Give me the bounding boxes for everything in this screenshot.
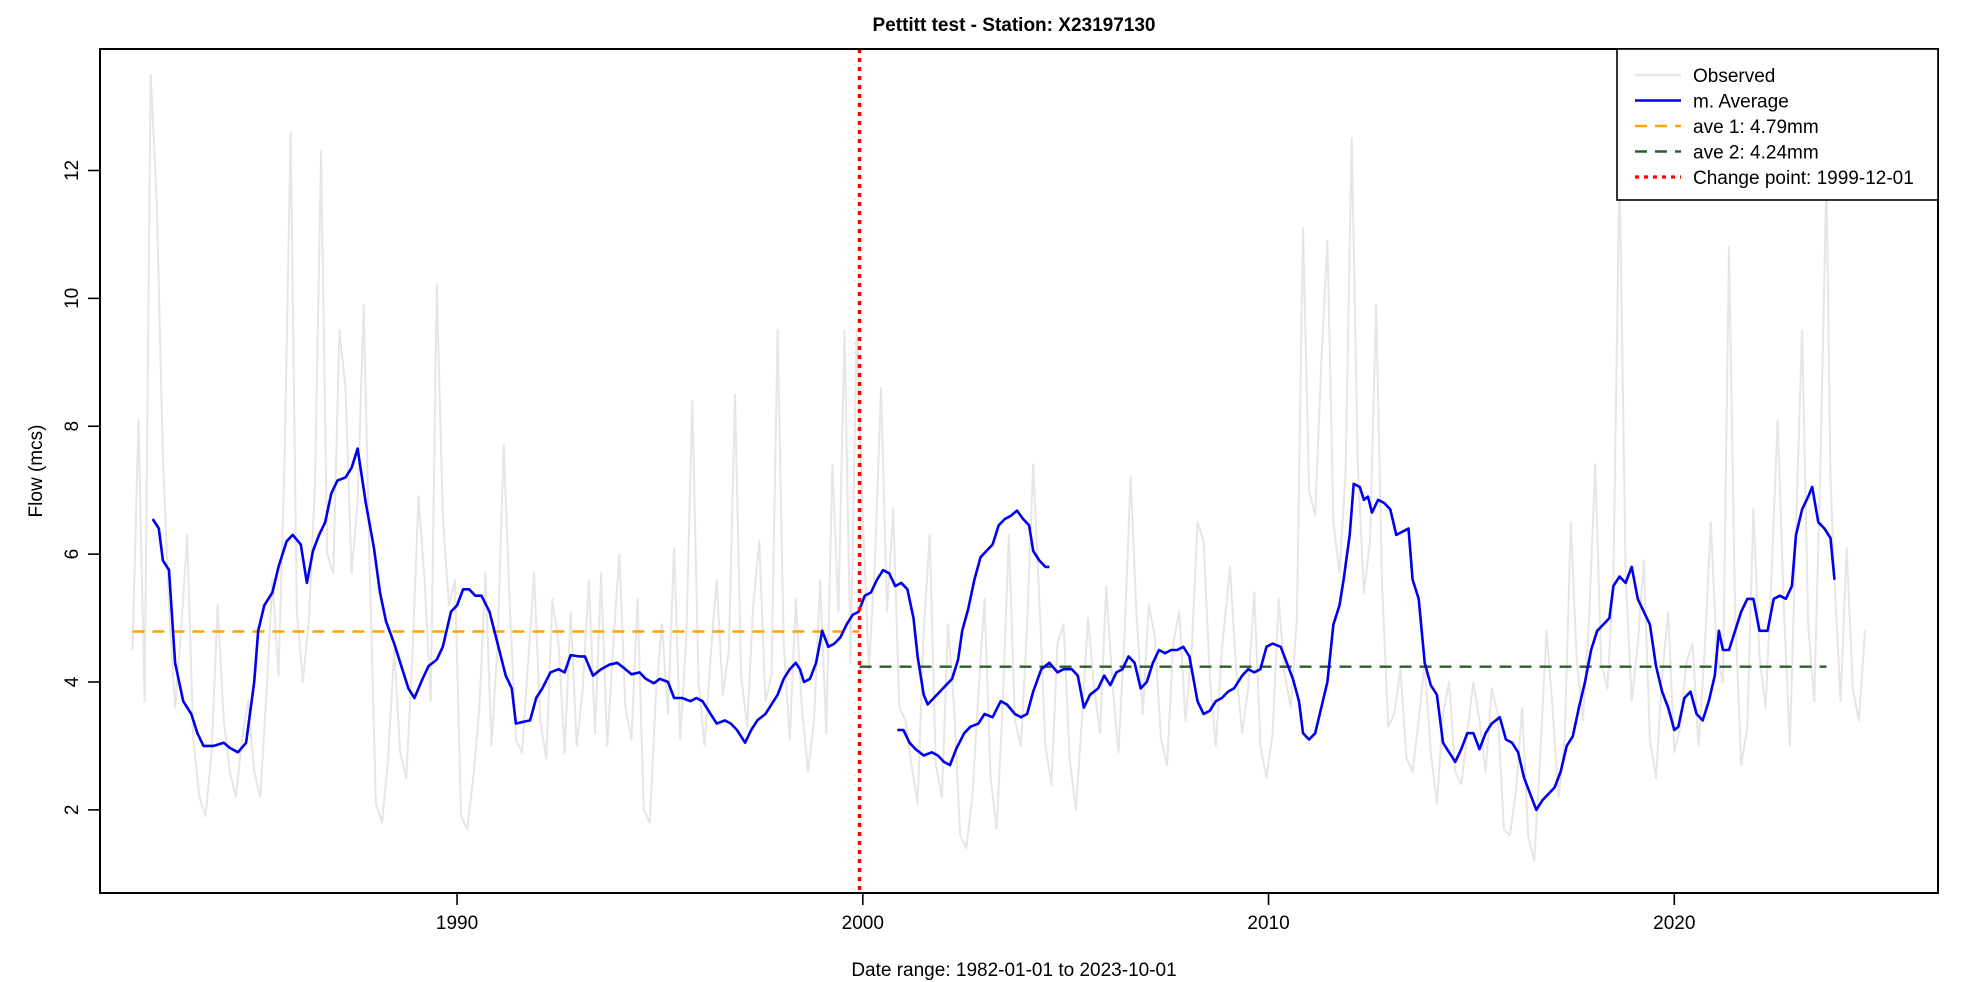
- legend-label-3: ave 1: 4.79mm: [1693, 117, 1819, 138]
- x-tick-label: 2000: [842, 913, 884, 934]
- y-tick-label: 8: [62, 421, 83, 432]
- plot-frame: [99, 48, 1939, 894]
- x-axis: 1990 2000 2010 2020: [436, 893, 1695, 934]
- y-tick-label: 6: [62, 549, 83, 560]
- moving-average-series: [151, 447, 1836, 812]
- x-axis-label: Date range: 1982-01-01 to 2023-10-01: [851, 960, 1176, 981]
- legend-label-2: m. Average: [1693, 92, 1789, 113]
- chart-title: Pettitt test - Station: X23197130: [873, 15, 1156, 36]
- y-tick-label: 2: [62, 805, 83, 816]
- legend-label-5: Change point: 1999-12-01: [1693, 168, 1914, 189]
- observed-series: [131, 73, 1866, 862]
- y-tick-label: 4: [62, 676, 83, 687]
- observed-line: [131, 73, 1866, 862]
- legend-label-4: ave 2: 4.24mm: [1693, 143, 1819, 164]
- moving-average-line-2: [897, 482, 1836, 812]
- x-tick-label: 2010: [1247, 913, 1289, 934]
- y-tick-label: 12: [62, 160, 83, 181]
- segment-averages: [132, 630, 1827, 668]
- x-tick-label: 2020: [1653, 913, 1695, 934]
- x-tick-label: 1990: [436, 913, 478, 934]
- y-axis-label: Flow (mcs): [26, 425, 47, 518]
- moving-average-line-1: [151, 447, 1050, 754]
- legend: Observed m. Average ave 1: 4.79mm ave 2: 4.…: [1616, 48, 1939, 201]
- legend-label-1: Observed: [1693, 66, 1775, 87]
- y-tick-label: 10: [62, 288, 83, 309]
- y-axis: 2 4 6 8 10 12: [62, 160, 100, 815]
- plot-area: [131, 49, 1866, 893]
